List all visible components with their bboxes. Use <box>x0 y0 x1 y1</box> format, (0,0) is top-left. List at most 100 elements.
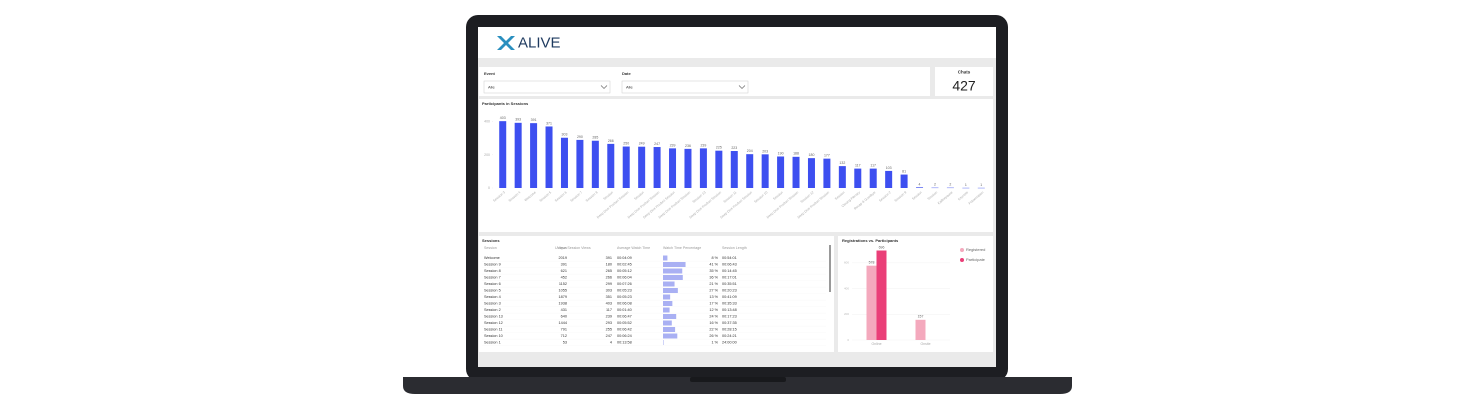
table-cell: 21 % <box>709 282 718 286</box>
table-cell: Session 3 <box>484 302 501 306</box>
table-cell: 303 <box>606 289 612 293</box>
table-cell: Session 10 <box>484 334 503 338</box>
x-tick-label: Session <box>772 190 784 201</box>
bar <box>576 139 584 188</box>
bar <box>499 121 507 188</box>
table-cell: 00:17:23 <box>722 315 737 319</box>
legend-swatch <box>960 258 964 262</box>
bar <box>915 319 926 340</box>
bar <box>684 148 692 188</box>
value-label: 1 <box>980 183 982 187</box>
table-cell: 00:05:12 <box>617 269 632 273</box>
data-bar <box>663 320 672 326</box>
legend-label: Participate <box>966 257 986 262</box>
table-cell: Session 7 <box>484 276 501 280</box>
table-cell: 24 % <box>709 315 718 319</box>
bar <box>607 143 615 188</box>
bar <box>876 250 887 340</box>
bar <box>715 150 723 188</box>
table-cell: 17 % <box>709 302 718 306</box>
table-cell: 00:14:45 <box>722 269 737 273</box>
table-cell: 00:35:33 <box>722 302 737 306</box>
value-label: 177 <box>824 154 830 158</box>
bar <box>807 158 815 188</box>
table-cell: 00:06:47 <box>617 315 632 319</box>
column-header: Session Length <box>722 246 747 250</box>
value-label: 239 <box>670 143 676 147</box>
table-cell: 8 % <box>711 256 718 260</box>
scrollbar <box>829 245 831 292</box>
value-label: 2 <box>949 183 951 187</box>
bar <box>854 168 862 188</box>
bar <box>622 146 630 188</box>
filter-label: Event <box>484 71 496 76</box>
logo-text: ALIVE <box>518 34 561 51</box>
table-cell: 00:07:26 <box>617 282 632 286</box>
table-cell: 00:13:48 <box>722 308 737 312</box>
data-bar <box>663 327 676 332</box>
laptop-notch <box>690 377 786 382</box>
table-cell: 16 % <box>709 321 718 325</box>
column-header: Average Watch Time <box>617 246 650 250</box>
table-cell: 00:24:21 <box>722 334 737 338</box>
table-cell: 12 % <box>709 308 718 312</box>
bar <box>866 265 877 340</box>
column-header: Watch Time Percentage <box>663 246 701 250</box>
kpi-card <box>935 67 993 96</box>
table-cell: 00:41:09 <box>722 295 737 299</box>
table-cell: 239 <box>606 315 612 319</box>
value-label: 696 <box>879 245 885 249</box>
table-cell: 391 <box>561 263 567 267</box>
table-cell: Session 5 <box>484 289 501 293</box>
value-label: 188 <box>793 152 799 156</box>
table-cell: 403 <box>606 302 612 306</box>
value-label: 2 <box>934 183 936 187</box>
table-cell: 41 % <box>709 263 718 267</box>
table-cell: 255 <box>606 328 612 332</box>
laptop-base <box>403 377 1072 394</box>
table-cell: 1938 <box>559 302 567 306</box>
chart-title: Registrations vs. Participants <box>842 238 899 243</box>
x-tick-label: Session <box>911 190 923 201</box>
bar <box>777 156 785 188</box>
value-label: 250 <box>623 141 629 145</box>
table-cell: 791 <box>561 328 567 332</box>
data-bar <box>663 294 671 300</box>
dropdown[interactable] <box>483 80 611 94</box>
table-cell: 180 <box>606 263 612 267</box>
value-label: 236 <box>685 144 691 148</box>
legend-label: Registered <box>966 247 985 252</box>
table-cell: Session 12 <box>484 321 503 325</box>
bar <box>761 154 769 188</box>
x-tick-label: Session <box>633 190 645 201</box>
y-tick-label: 400 <box>844 286 849 290</box>
table-cell: Session 9 <box>484 263 501 267</box>
value-label: 132 <box>839 161 845 165</box>
table-cell: 36 % <box>709 276 718 280</box>
table-cell: 00:06:42 <box>617 328 632 332</box>
bar <box>792 156 800 188</box>
x-tick-label: Keynote <box>957 190 969 201</box>
data-bar <box>663 340 664 345</box>
bar <box>653 147 661 188</box>
y-tick-label: 400 <box>484 120 490 124</box>
value-label: 247 <box>654 142 660 146</box>
value-label: 157 <box>918 315 924 319</box>
dropdown[interactable] <box>621 80 749 94</box>
bar <box>900 174 908 188</box>
y-tick-label: 600 <box>844 261 849 265</box>
value-label: 1 <box>965 183 967 187</box>
y-tick-label: 200 <box>844 312 849 316</box>
bar <box>869 168 877 188</box>
data-bar <box>663 307 670 313</box>
dropdown-caret <box>600 85 608 89</box>
kpi-label: Chats <box>958 70 971 75</box>
table-cell: 13 % <box>709 295 718 299</box>
x-tick-label: Onsite <box>920 342 930 346</box>
y-tick-label: 0 <box>847 338 849 342</box>
data-bar <box>663 333 678 339</box>
table-cell: 26 % <box>709 334 718 338</box>
table-cell: 265 <box>606 269 612 273</box>
value-label: 578 <box>869 261 875 265</box>
